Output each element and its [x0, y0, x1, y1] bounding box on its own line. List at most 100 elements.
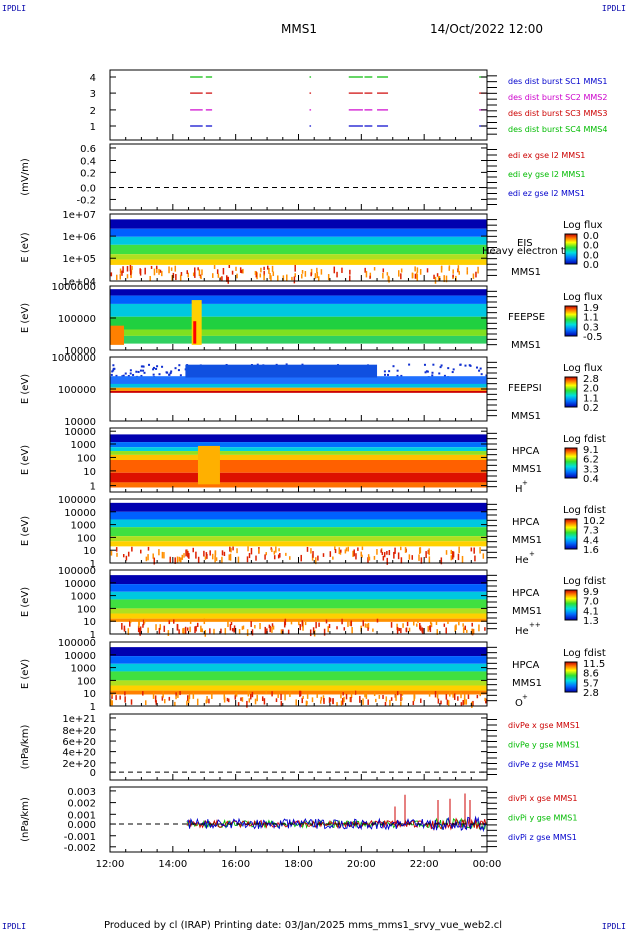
- species-label: He: [515, 555, 529, 566]
- hpca-noise: [266, 628, 268, 634]
- hpca-noise: [420, 557, 423, 564]
- hpca-noise: [361, 546, 364, 551]
- feepsi-dot: [426, 370, 429, 373]
- feepsi-dot: [388, 370, 391, 373]
- plot-title: MMS1: [281, 22, 317, 36]
- hpca-noise: [416, 267, 419, 273]
- feepsi-dot: [139, 369, 142, 372]
- colorbar: [564, 447, 578, 479]
- hpca-noise: [110, 550, 113, 556]
- hpca-noise: [271, 548, 273, 553]
- spectrogram-feepse: [110, 289, 487, 345]
- hpca-noise: [401, 697, 403, 701]
- hpca-band: [110, 527, 487, 537]
- hpca-noise: [203, 550, 205, 557]
- hpca-noise: [175, 274, 177, 281]
- feepsi-dot: [129, 369, 132, 372]
- hpca-noise: [334, 549, 337, 554]
- hpca-noise: [341, 618, 343, 625]
- y-tick-label: 1e+06: [62, 232, 96, 243]
- hpca-noise: [196, 622, 199, 628]
- hpca-noise: [239, 267, 242, 273]
- y-axis-label: E (eV): [20, 374, 31, 404]
- feepsi-dot: [148, 363, 151, 366]
- hpca-noise: [263, 698, 266, 705]
- hpca-noise: [162, 691, 164, 698]
- hpca-noise: [224, 628, 227, 635]
- y-tick-label: 0: [90, 768, 96, 779]
- hpca-noise: [293, 276, 296, 284]
- colorbar-tick-label: 7.3: [583, 526, 599, 537]
- legend-entry: des dist burst SC4 MMS4: [508, 125, 607, 134]
- hpca-o-band: [110, 690, 487, 695]
- hpca-noise: [302, 625, 304, 631]
- colorbar-title: Log fdist: [563, 648, 606, 659]
- hpca-noise: [177, 692, 179, 698]
- hpca-noise: [367, 554, 370, 560]
- hpca-noise: [364, 267, 366, 273]
- hpca-band: [110, 671, 487, 681]
- hpca-noise: [241, 626, 244, 630]
- feepsi-dot: [166, 371, 169, 374]
- corner-mark-top-left: IPDLI: [2, 4, 27, 13]
- plot-datetime: 14/Oct/2022 12:00: [430, 22, 544, 36]
- feepsi-dot: [256, 363, 259, 366]
- y-tick-label: 10: [83, 617, 96, 628]
- hpca-noise: [294, 273, 296, 278]
- hpca-noise: [208, 698, 210, 704]
- hpca-noise: [382, 268, 385, 273]
- feepsi-dot: [439, 366, 442, 369]
- hpca-noise: [336, 271, 338, 278]
- hpca-noise: [174, 265, 177, 272]
- feepse-band: [110, 316, 487, 330]
- hpca-noise: [188, 693, 191, 700]
- hpca-noise: [131, 546, 133, 552]
- hpca-noise: [220, 628, 222, 634]
- hpca-noise: [376, 618, 379, 623]
- y-tick-label: 1000: [71, 592, 96, 603]
- hpca-noise: [200, 625, 202, 633]
- y-tick-label: 1: [90, 559, 96, 570]
- hpca-noise: [183, 553, 185, 558]
- hpca-band: [110, 591, 487, 600]
- hpca-h-band: [110, 451, 487, 455]
- hpca-noise: [205, 699, 208, 704]
- hpca-noise: [290, 621, 293, 625]
- hpca-noise: [179, 691, 181, 696]
- hpca-noise: [250, 694, 252, 700]
- hpca-noise: [446, 699, 449, 705]
- hpca-noise: [364, 623, 367, 628]
- feepsi-dot: [156, 365, 159, 368]
- hpca-band: [110, 685, 487, 691]
- feepsi-dot: [122, 374, 125, 377]
- hpca-noise: [200, 275, 202, 280]
- hpca-noise: [366, 623, 368, 629]
- y-tick-label: 1: [90, 482, 96, 493]
- feepsi-dot: [431, 374, 434, 377]
- hpca-noise: [187, 550, 189, 558]
- hpca-noise: [254, 698, 257, 705]
- hpca-noise: [248, 553, 251, 559]
- y-tick-label: 10000: [64, 651, 96, 662]
- hpca-noise: [159, 624, 162, 630]
- colorbar-tick-label: 1.6: [583, 545, 599, 556]
- feepsi-dot: [431, 371, 434, 374]
- hpca-noise: [255, 555, 257, 561]
- feepsi-dot: [152, 366, 155, 369]
- hpca-noise: [332, 556, 334, 560]
- hpca-noise: [477, 266, 479, 274]
- y-tick-label: 8e+20: [62, 726, 96, 737]
- hpca-noise: [400, 273, 402, 280]
- feepsi-dot: [137, 370, 140, 373]
- hpca-noise: [320, 696, 323, 701]
- hpca-noise: [289, 556, 291, 560]
- hpca-noise: [386, 550, 388, 555]
- hpca-noise: [155, 624, 157, 631]
- hpca-noise: [427, 626, 429, 632]
- hpca-noise: [319, 700, 322, 704]
- hpca-noise: [147, 546, 150, 551]
- hpca-noise: [110, 699, 112, 706]
- hpca-noise: [375, 698, 377, 703]
- feepse-band: [110, 303, 487, 317]
- feepsi-dot: [112, 364, 115, 367]
